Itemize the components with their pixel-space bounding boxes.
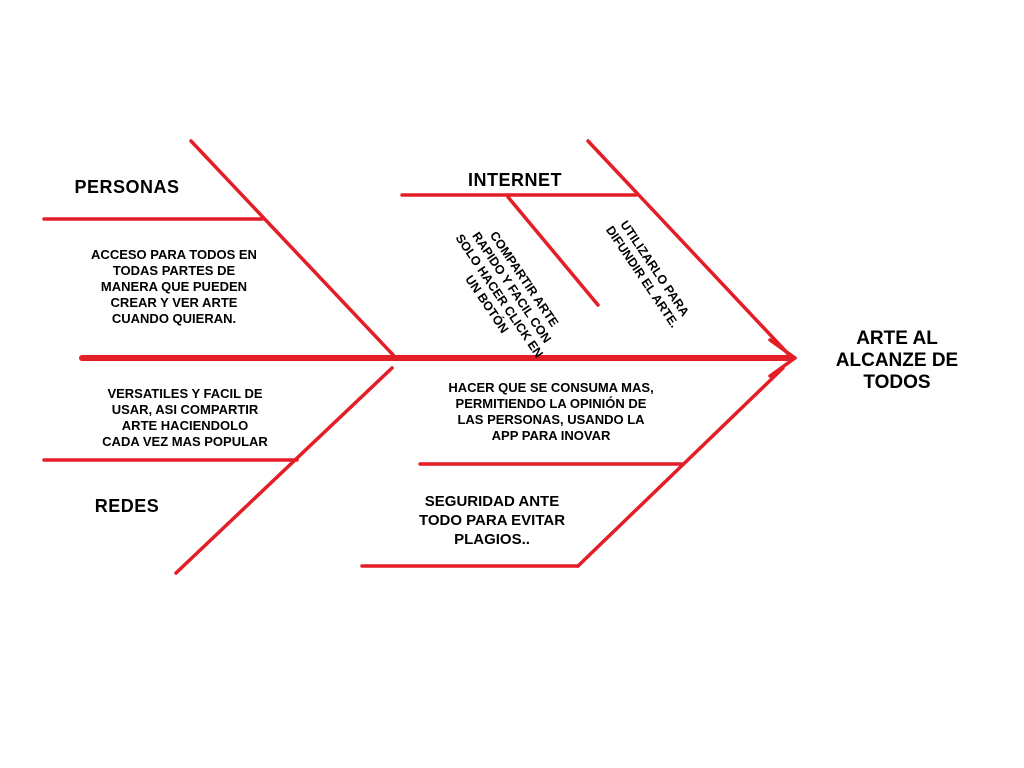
bone-internet-minor: [506, 195, 600, 307]
category-internet: INTERNET: [468, 170, 562, 190]
bone-redes: [174, 366, 394, 575]
cause-consumo: HACER QUE SE CONSUMA MAS, PERMITIENDO LA…: [448, 380, 654, 443]
cause-redes-versatiles: VERSATILES Y FACIL DE USAR, ASI COMPARTI…: [102, 386, 268, 449]
bone-personas: [189, 139, 398, 360]
category-personas: PERSONAS: [74, 177, 180, 197]
category-redes: REDES: [94, 496, 160, 516]
cause-seguridad: SEGURIDAD ANTE TODO PARA EVITAR PLAGIOS.…: [418, 493, 566, 548]
cause-personas-acceso: ACCESO PARA TODOS EN TODAS PARTES DE MAN…: [91, 247, 257, 326]
effect-label: ARTE AL ALCANZE DE TODOS: [835, 328, 959, 393]
bone-lower-right: [576, 366, 785, 568]
bone-internet: [586, 139, 794, 360]
